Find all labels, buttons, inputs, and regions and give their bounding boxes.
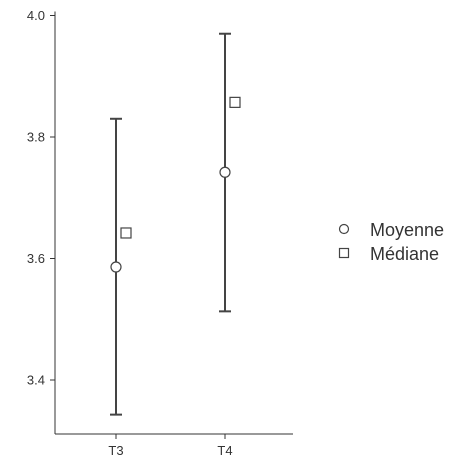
median-point: [229, 96, 241, 108]
legend-item-mediane: Médiane: [338, 244, 439, 264]
legend-label-mediane: Médiane: [370, 244, 439, 264]
x-tick-label: T3: [108, 443, 123, 458]
legend: Moyenne Médiane: [338, 220, 444, 264]
y-axis: 3.4 3.6 3.8 4.0: [27, 8, 56, 434]
legend-square-marker: [338, 247, 350, 259]
legend-item-moyenne: Moyenne: [338, 220, 444, 240]
y-tick-label: 3.8: [27, 130, 45, 145]
median-point: [120, 227, 132, 239]
mean-point: [219, 166, 231, 178]
legend-circle-marker: [338, 223, 350, 235]
mean-point: [110, 261, 122, 273]
y-tick-label: 4.0: [27, 8, 45, 23]
x-tick-label: T4: [217, 443, 232, 458]
legend-label-moyenne: Moyenne: [370, 220, 444, 240]
y-tick-label: 3.6: [27, 251, 45, 266]
error-bars: [110, 32, 231, 416]
markers: [110, 96, 241, 273]
x-axis: T3 T4: [55, 433, 293, 458]
y-tick-label: 3.4: [27, 373, 45, 388]
